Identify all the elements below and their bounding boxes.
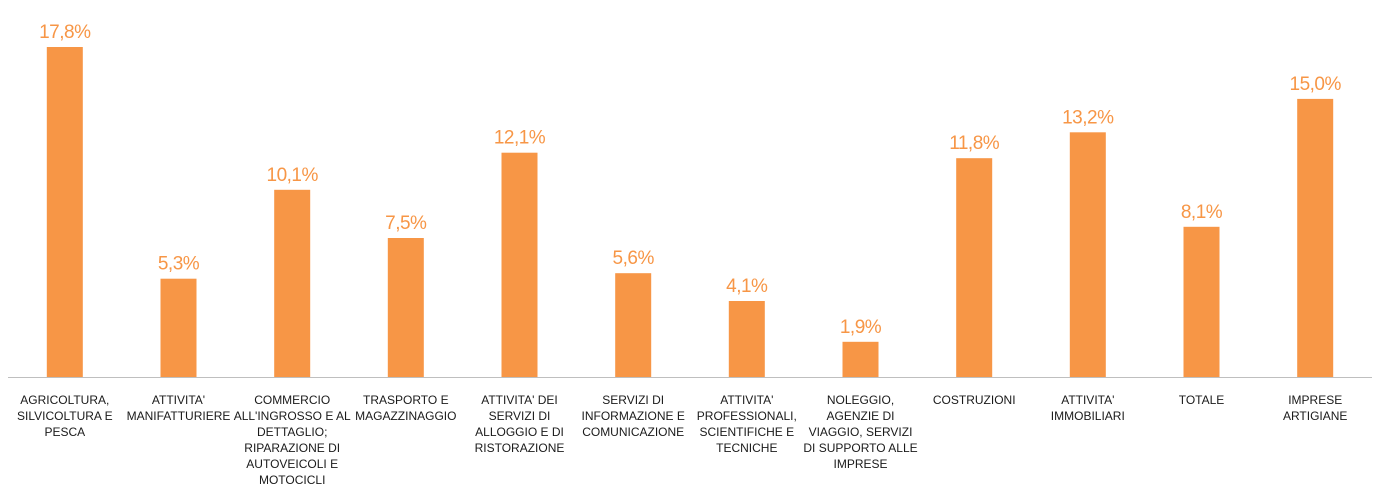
bar: [1069, 132, 1106, 377]
category-label-line: IMMOBILIARI: [1051, 409, 1125, 423]
category-labels-group: AGRICOLTURA, SILVICOLTURA E PESCA ATTIVITA'…: [17, 393, 1347, 487]
data-label: 1,9%: [840, 317, 882, 338]
category-label: COMMERCIO ALL'INGROSSO E AL DETTAGLIO; RIPA…: [234, 393, 351, 487]
category-label-line: TECNICHE: [716, 441, 777, 455]
category-label-line: AGENZIE DI: [826, 409, 894, 423]
bar: [728, 301, 765, 377]
bar: [615, 273, 652, 377]
category-label-line: MANIFATTURIERE: [127, 409, 231, 423]
category-label: COSTRUZIONI: [933, 393, 1016, 407]
bar: [501, 152, 538, 377]
category-label-line: MAGAZZINAGGIO: [355, 409, 456, 423]
bar: [842, 341, 879, 377]
category-label-line: VIAGGIO, SERVIZI: [809, 425, 913, 439]
data-label: 10,1%: [267, 165, 319, 186]
category-label-line: PROFESSIONALI,: [697, 409, 797, 423]
category-label-line: ATTIVITA': [152, 393, 205, 407]
category-label-line: AUTOVEICOLI E: [246, 457, 338, 471]
data-label: 17,8%: [39, 22, 91, 43]
bar: [274, 189, 311, 377]
category-label-line: DETTAGLIO;: [257, 425, 327, 439]
category-label: IMPRESE ARTIGIANE: [1283, 393, 1347, 423]
category-label-line: TRASPORTO E: [363, 393, 449, 407]
bar: [46, 47, 83, 377]
category-label-line: IMPRESE: [833, 457, 887, 471]
category-label-line: SERVIZI DI: [602, 393, 664, 407]
category-label-line: ARTIGIANE: [1283, 409, 1347, 423]
data-label: 8,1%: [1181, 202, 1223, 223]
data-label: 5,6%: [613, 248, 655, 269]
category-label-line: COSTRUZIONI: [933, 393, 1016, 407]
category-label: TOTALE: [1179, 393, 1225, 407]
data-label: 5,3%: [158, 254, 200, 275]
bar: [160, 278, 197, 377]
category-label-line: ATTIVITA' DEI: [481, 393, 558, 407]
category-label-line: SILVICOLTURA E: [17, 409, 113, 423]
category-label: ATTIVITA' MANIFATTURIERE: [127, 393, 231, 423]
category-label-line: ALLOGGIO E DI: [475, 425, 564, 439]
bar: [956, 158, 993, 377]
category-label: ATTIVITA' PROFESSIONALI, SCIENTIFICHE E TEC…: [697, 393, 797, 455]
category-label: ATTIVITA' IMMOBILIARI: [1051, 393, 1125, 423]
category-label-line: AGRICOLTURA,: [20, 393, 109, 407]
category-label-line: ATTIVITA': [1061, 393, 1114, 407]
category-label-line: IMPRESE: [1288, 393, 1342, 407]
category-label: NOLEGGIO, AGENZIE DI VIAGGIO, SERVIZI DI SU…: [803, 393, 917, 471]
category-label-line: MOTOCICLI: [259, 473, 325, 487]
category-label-line: COMUNICAZIONE: [582, 425, 684, 439]
category-label-line: ATTIVITA': [720, 393, 773, 407]
category-label-line: SERVIZI DI: [489, 409, 551, 423]
data-label: 13,2%: [1062, 107, 1114, 128]
category-label-line: PESCA: [44, 425, 85, 439]
category-label-line: TOTALE: [1179, 393, 1225, 407]
category-label: SERVIZI DI INFORMAZIONE E COMUNICAZIONE: [582, 393, 685, 439]
data-label: 7,5%: [385, 213, 427, 234]
data-label: 12,1%: [494, 128, 546, 149]
bar: [1183, 226, 1220, 377]
category-label-line: ALL'INGROSSO E AL: [234, 409, 351, 423]
data-label: 15,0%: [1290, 74, 1342, 95]
category-label-line: NOLEGGIO,: [827, 393, 894, 407]
category-label-line: RIPARAZIONE DI: [244, 441, 340, 455]
category-label: TRASPORTO E MAGAZZINAGGIO: [355, 393, 456, 423]
category-label: AGRICOLTURA, SILVICOLTURA E PESCA: [17, 393, 113, 439]
category-label-line: RISTORAZIONE: [475, 441, 565, 455]
bar: [1297, 98, 1334, 378]
bars-group: [46, 47, 1334, 378]
category-label-line: DI SUPPORTO ALLE: [803, 441, 917, 455]
data-label: 4,1%: [726, 276, 768, 297]
category-label: ATTIVITA' DEI SERVIZI DI ALLOGGIO E DI RIST…: [475, 393, 565, 455]
category-label-line: SCIENTIFICHE E: [699, 425, 794, 439]
data-label: 11,8%: [949, 133, 1000, 154]
data-labels-group: 17,8% 5,3% 10,1% 7,5% 12,1% 5,6% 4,1% 1,9% 11,8%…: [39, 22, 1342, 338]
category-label-line: INFORMAZIONE E: [582, 409, 685, 423]
bar: [387, 238, 424, 377]
category-label-line: COMMERCIO: [254, 393, 330, 407]
